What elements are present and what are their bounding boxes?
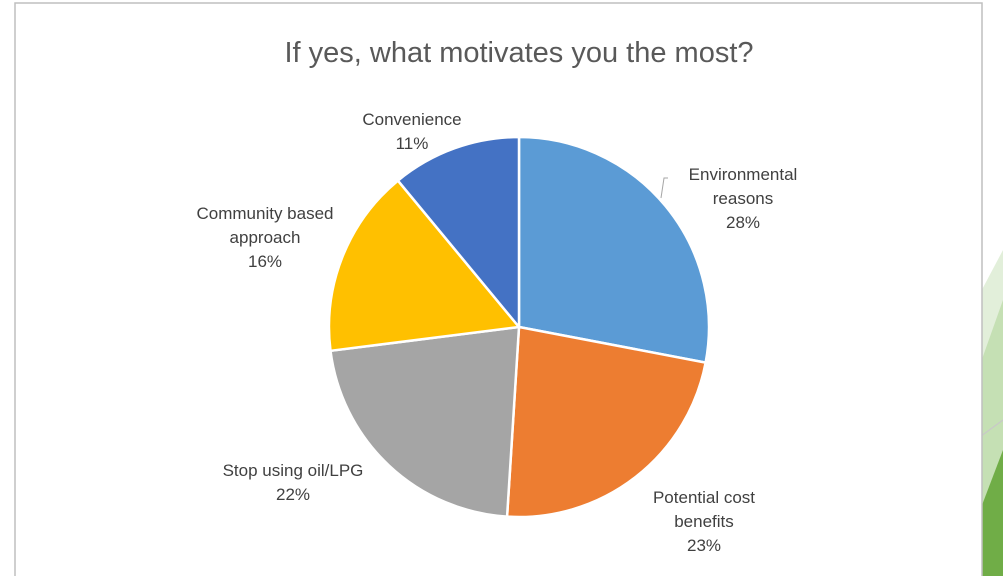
percent-label: 11% [396, 134, 429, 153]
leader-line-environmental-reasons [660, 177, 668, 199]
data-label-potential-cost-benefits: Potential cost benefits 23% [653, 488, 755, 555]
pie-slice-convenience [396, 135, 521, 329]
pie-slice-potential-cost-benefits [505, 325, 707, 519]
pie-slice-environmental-reasons [517, 135, 711, 364]
label-line: reasons [713, 189, 773, 208]
label-line: Stop using oil/LPG [223, 461, 364, 480]
pie-slices [327, 135, 711, 519]
label-line: approach [230, 228, 301, 247]
pie-labels: Environmental reasons 28% Potential cost ben… [196, 110, 797, 555]
percent-label: 16% [248, 252, 282, 271]
pie-slice-community-based-approach [327, 179, 521, 353]
data-label-convenience: Convenience 11% [362, 110, 461, 153]
data-label-community-based-approach: Community based approach 16% [196, 204, 333, 271]
percent-label: 23% [687, 536, 721, 555]
label-line: Potential cost [653, 488, 755, 507]
percent-label: 28% [726, 213, 760, 232]
pie-slice-stop-using-oil-lpg [329, 325, 521, 518]
pie-leader-lines [660, 177, 668, 199]
label-line: Environmental [689, 165, 798, 184]
label-line: Convenience [362, 110, 461, 129]
chart-title: If yes, what motivates you the most? [284, 37, 753, 69]
data-label-stop-using-oil-lpg: Stop using oil/LPG 22% [223, 461, 364, 504]
percent-label: 22% [276, 485, 310, 504]
data-label-environmental-reasons: Environmental reasons 28% [689, 165, 798, 232]
label-line: Community based [196, 204, 333, 223]
label-line: benefits [674, 512, 734, 531]
